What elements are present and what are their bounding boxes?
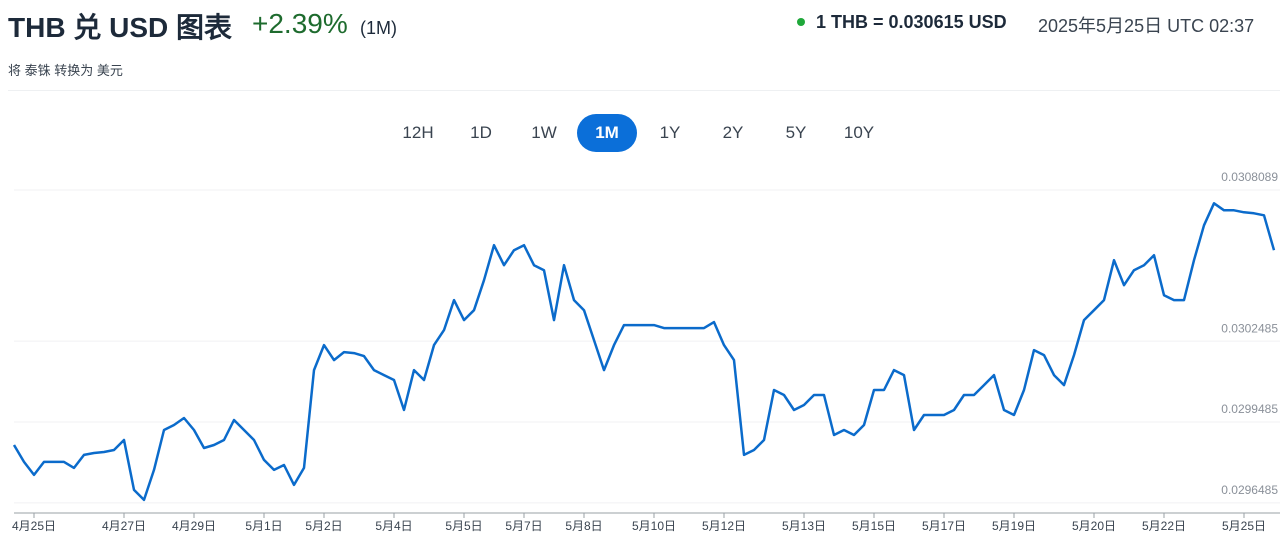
x-tick-label: 5月5日 xyxy=(445,519,482,533)
timestamp: 2025年5月25日 UTC 02:37 xyxy=(1038,16,1255,36)
range-button[interactable]: 1Y xyxy=(659,123,681,142)
x-tick-label: 5月7日 xyxy=(505,519,542,533)
x-tick-label: 5月17日 xyxy=(922,519,966,533)
price-line xyxy=(12,202,1276,502)
x-tick-label: 5月12日 xyxy=(702,519,746,533)
x-tick-label: 5月8日 xyxy=(565,519,602,533)
x-tick-label: 5月25日 xyxy=(1222,519,1266,533)
status-dot xyxy=(797,18,805,26)
range-button[interactable]: 10Y xyxy=(843,123,875,142)
range-button[interactable]: 2Y xyxy=(722,123,744,142)
x-tick-label: 5月4日 xyxy=(375,519,412,533)
range-button[interactable]: 1W xyxy=(531,123,557,142)
change: +2.39% xyxy=(252,8,348,39)
range-button[interactable]: 1M xyxy=(577,114,637,152)
x-tick-label: 5月22日 xyxy=(1142,519,1186,533)
x-tick-label: 5月20日 xyxy=(1072,519,1116,533)
divider xyxy=(8,90,1280,91)
x-tick-label: 5月2日 xyxy=(305,519,342,533)
x-tick-label: 5月13日 xyxy=(782,519,826,533)
y-tick-label: 0.0296485 xyxy=(1221,483,1278,497)
x-tick-label: 5月1日 xyxy=(245,519,282,533)
subtitle[interactable]: 将 泰铢 转换为 美元 xyxy=(8,63,123,78)
x-tick-label: 4月25日 xyxy=(12,519,56,533)
y-tick-label: 0.0299485 xyxy=(1221,402,1278,416)
period: (1M) xyxy=(360,18,397,38)
x-tick-label: 4月29日 xyxy=(172,519,216,533)
range-buttons: 12H 1D 1W 1M 1Y 2Y 5Y 10Y xyxy=(388,114,892,152)
x-tick-label: 4月27日 xyxy=(102,519,146,533)
y-tick-label: 0.0302485 xyxy=(1221,321,1278,335)
x-tick-label: 5月15日 xyxy=(852,519,896,533)
range-button[interactable]: 12H xyxy=(402,123,434,142)
range-button[interactable]: 1D xyxy=(470,123,492,142)
page-title: THB 兑 USD 图表 xyxy=(8,12,233,43)
rate: 1 THB = 0.030615 USD xyxy=(816,12,1007,32)
x-tick-label: 5月19日 xyxy=(992,519,1036,533)
y-tick-label: 0.0308089 xyxy=(1221,170,1278,184)
x-tick-label: 5月10日 xyxy=(632,519,676,533)
range-button[interactable]: 5Y xyxy=(785,123,807,142)
